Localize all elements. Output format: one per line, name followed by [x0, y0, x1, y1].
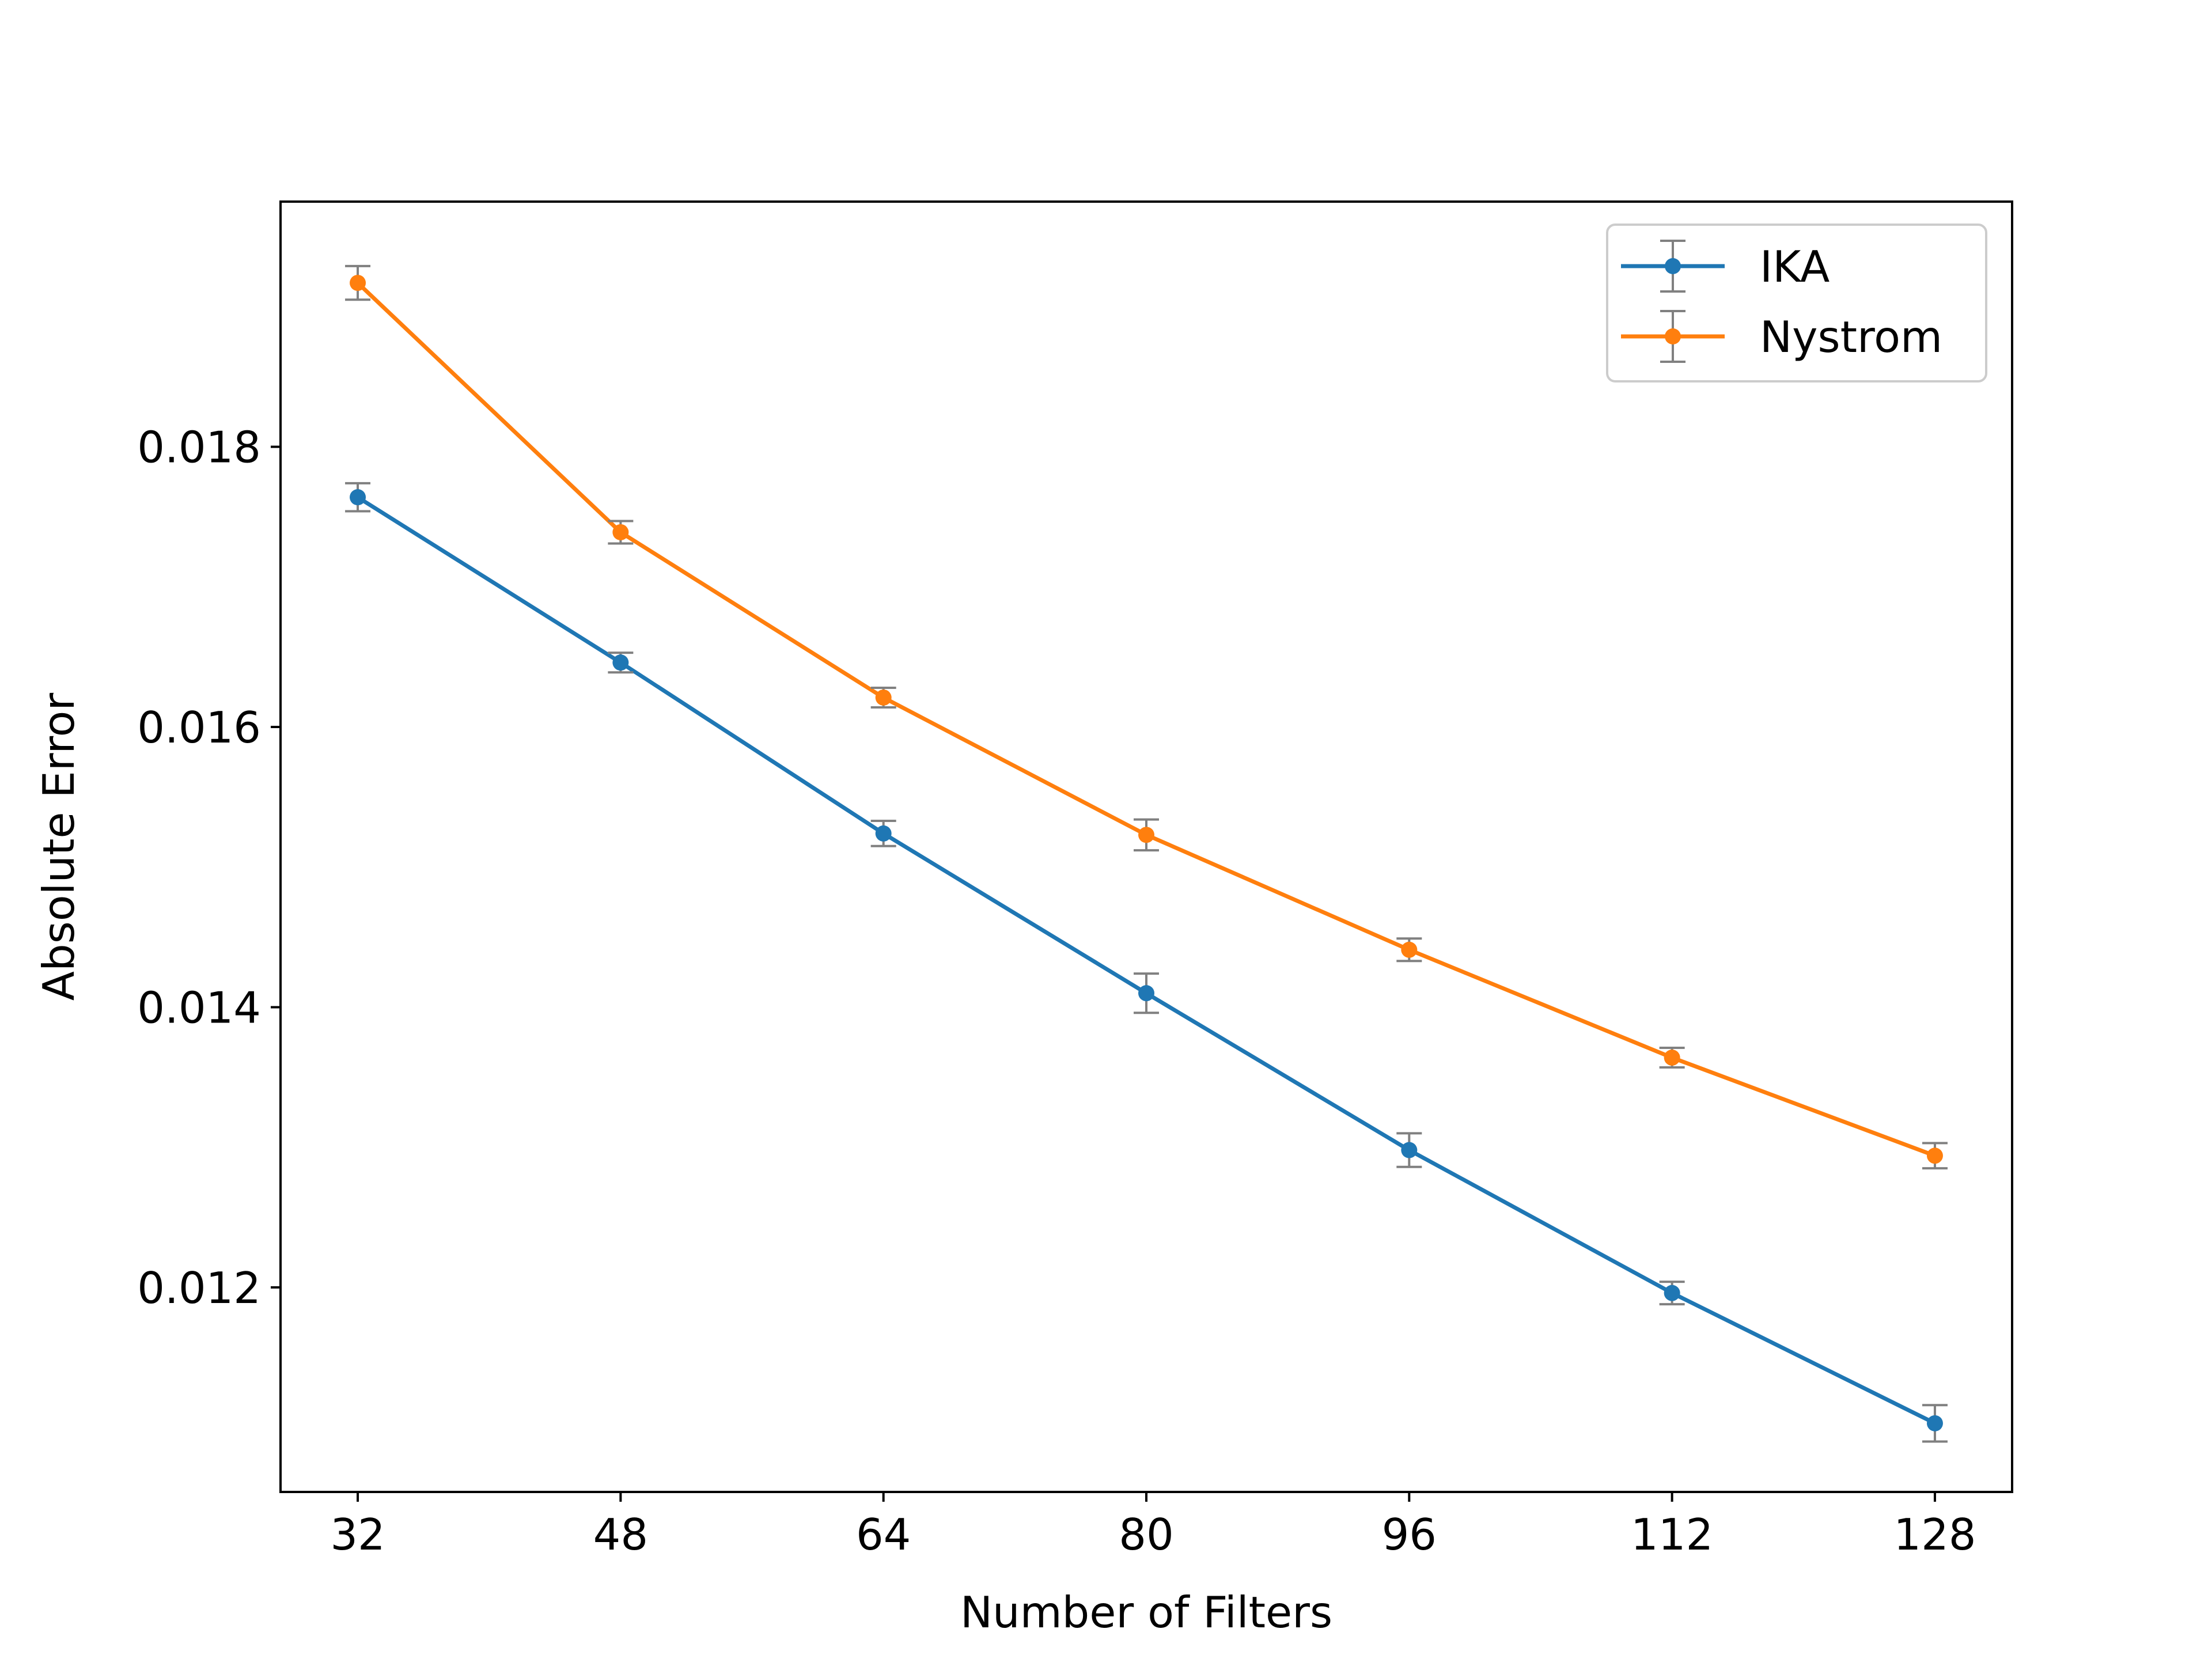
legend-item-ika: IKA	[1621, 240, 1830, 293]
x-tick-label: 48	[593, 1509, 648, 1560]
legend-label-nystrom: Nystrom	[1760, 312, 1942, 362]
ika-point	[875, 825, 892, 842]
x-tick-label: 32	[330, 1509, 385, 1560]
x-tick-label: 128	[1893, 1509, 1976, 1560]
x-tick-label: 112	[1631, 1509, 1713, 1560]
series-ika	[345, 482, 1948, 1443]
ika-point	[350, 489, 366, 506]
ika-point	[612, 654, 629, 671]
x-axis-ticks: 32 48 64 80 96 112 128	[330, 1492, 1976, 1560]
legend-item-nystrom: Nystrom	[1621, 310, 1942, 363]
nystrom-point	[1401, 941, 1418, 958]
legend-label-ika: IKA	[1760, 241, 1830, 292]
legend-box	[1606, 224, 1987, 382]
legend-marker-nystrom	[1665, 328, 1681, 344]
y-tick-label: 0.018	[137, 422, 261, 473]
x-axis-label: Number of Filters	[960, 1587, 1332, 1638]
y-tick-label: 0.014	[137, 982, 261, 1033]
nystrom-point	[1138, 827, 1154, 843]
nystrom-point	[1926, 1147, 1943, 1164]
series-nystrom	[345, 264, 1948, 1170]
ika-point	[1401, 1142, 1418, 1158]
ika-point	[1926, 1415, 1943, 1431]
nystrom-point	[1664, 1050, 1680, 1066]
x-tick-label: 80	[1119, 1509, 1173, 1560]
legend: IKA Nystrom	[1606, 224, 1987, 382]
x-tick-label: 64	[856, 1509, 911, 1560]
ika-point	[1664, 1285, 1680, 1301]
y-axis-ticks: 0.012 0.014 0.016 0.018	[137, 422, 281, 1313]
nystrom-point	[875, 689, 892, 706]
plot-series	[345, 264, 1948, 1443]
y-axis-label: Absolute Error	[33, 693, 84, 1001]
ika-point	[1138, 985, 1154, 1002]
y-tick-label: 0.012	[137, 1263, 261, 1313]
plot-frame	[279, 200, 2013, 1493]
x-tick-label: 96	[1382, 1509, 1437, 1560]
nystrom-point	[612, 524, 629, 540]
nystrom-point	[350, 275, 366, 291]
y-tick-label: 0.016	[137, 702, 261, 753]
legend-marker-ika	[1665, 258, 1681, 274]
